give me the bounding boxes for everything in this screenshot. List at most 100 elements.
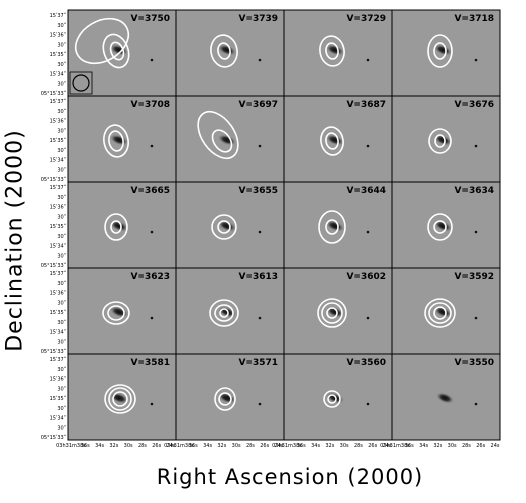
star-point (366, 58, 370, 62)
ra-tick-label: 24s (167, 443, 176, 449)
contour-line (210, 34, 238, 68)
dec-tick-label: 30ʺ (57, 299, 66, 306)
dec-tick-label: 15ʹ34ʺ (50, 329, 66, 336)
dec-tick-label: 05°15ʹ33ʺ (41, 262, 66, 269)
star-point (258, 144, 262, 148)
contour-line (317, 298, 347, 328)
star-point (150, 58, 154, 62)
dec-tick-label: 15ʹ34ʺ (50, 415, 66, 422)
panel-velocity-label: V=3739 (238, 14, 278, 24)
contour-line (217, 220, 231, 234)
contour-line (110, 220, 122, 234)
contour-line (326, 307, 338, 319)
galaxy-image (325, 134, 345, 146)
dec-tick-label: 30ʺ (57, 166, 66, 173)
beam-box (69, 71, 93, 95)
contour-line (325, 219, 339, 235)
star-point (474, 58, 478, 62)
panel-velocity-label: V=3718 (454, 14, 494, 24)
ra-tick-label: 30s (340, 443, 349, 449)
panel-velocity-label: V=3581 (130, 358, 170, 368)
x-axis-label: Right Ascension (2000) (156, 465, 424, 489)
dec-tick-label: 30ʺ (57, 22, 66, 29)
contour-line (104, 384, 136, 414)
contour-line (424, 298, 456, 328)
galaxy-image (217, 392, 237, 404)
ra-tick-label: 30s (124, 443, 133, 449)
channel-panel: V=3634 (391, 181, 501, 269)
contour-line (108, 130, 124, 152)
channel-panel: V=3697 (175, 95, 285, 183)
galaxy-image (217, 220, 237, 232)
ra-tick-label: 30s (232, 443, 241, 449)
dec-tick-label: 05°15ʹ33ʺ (41, 90, 66, 97)
contour-line (433, 220, 447, 234)
dec-tick-label: 30ʺ (57, 424, 66, 431)
dec-tick-label: 15ʹ37ʺ (50, 12, 66, 19)
contour-line (214, 387, 236, 411)
ra-tick-label: 24s (383, 443, 392, 449)
contour-line (434, 134, 446, 148)
contour-line (107, 305, 125, 321)
panel-velocity-label: V=3687 (346, 100, 386, 110)
ra-tick-label: 03h31m38s (56, 443, 86, 449)
ra-tick-label: 36s (297, 443, 306, 449)
contour-line (327, 394, 337, 404)
ra-tick-label: 30s (448, 443, 457, 449)
channel-panel: V=3729 (283, 9, 393, 97)
contour-line (318, 210, 346, 244)
dec-tick-label: 30ʺ (57, 280, 66, 287)
panel-velocity-label: V=3697 (238, 100, 278, 110)
ra-tick-label: 03h31m38s (380, 443, 410, 449)
contour-line (219, 308, 229, 318)
galaxy-image (217, 44, 237, 56)
dec-tick-label: 05°15ʹ33ʺ (41, 348, 66, 355)
star-point (150, 230, 154, 234)
channel-panel: V=3739 (175, 9, 285, 97)
star-point (258, 402, 262, 406)
dec-tick-label: 30ʺ (57, 405, 66, 412)
contour-line (218, 392, 232, 406)
ra-tick-label: 34s (419, 443, 428, 449)
ra-tick-label: 32s (109, 443, 118, 449)
contour-line (103, 124, 129, 158)
dec-tick-label: 15ʹ36ʺ (50, 32, 66, 39)
galaxy-image (325, 44, 345, 56)
contour-line (197, 111, 239, 159)
ra-tick-label: 32s (325, 443, 334, 449)
star-point (150, 144, 154, 148)
contour-line (211, 214, 237, 240)
contour-line (325, 132, 339, 150)
panel-velocity-label: V=3592 (454, 272, 494, 282)
galaxy-image (433, 134, 453, 146)
dec-tick-label: 15ʹ37ʺ (50, 356, 66, 363)
dec-tick-label: 15ʹ34ʺ (50, 71, 66, 78)
dec-tick-label: 30ʺ (57, 213, 66, 220)
star-point (474, 144, 478, 148)
star-point (366, 144, 370, 148)
channel-panel: V=3655 (175, 181, 285, 269)
panel-velocity-label: V=3729 (346, 14, 386, 24)
dec-tick-label: 15ʹ35ʺ (50, 309, 66, 316)
dec-tick-label: 30ʺ (57, 319, 66, 326)
panel-velocity-label: V=3665 (130, 186, 170, 196)
panel-velocity-label: V=3623 (130, 272, 170, 282)
contour-line (209, 299, 239, 327)
channel-panel: V=3581 15ʹ37ʺ 30ʺ 15ʹ36ʺ 30ʺ 15ʹ35ʺ 30ʺ 15ʹ34ʺ 3… (41, 353, 177, 449)
panel-velocity-label: V=3644 (346, 186, 386, 196)
ra-tick-label: 24s (275, 443, 284, 449)
contour-line (321, 302, 343, 324)
ra-tick-label: 32s (217, 443, 226, 449)
dec-tick-label: 30ʺ (57, 194, 66, 201)
ra-tick-label: 28s (138, 443, 147, 449)
channel-panel: V=3613 (175, 267, 285, 355)
dec-tick-label: 15ʹ36ʺ (50, 290, 66, 297)
panel-image (175, 95, 285, 183)
contour-line (217, 42, 231, 60)
dec-tick-label: 15ʹ35ʺ (50, 395, 66, 402)
star-point (366, 230, 370, 234)
channel-panel: V=3750 15ʹ37ʺ 30ʺ 15ʹ36ʺ 30ʺ 15ʹ35ʺ 30ʺ 15ʹ34ʺ 3… (41, 9, 177, 97)
star-point (258, 316, 262, 320)
channel-panel: V=3687 (283, 95, 393, 183)
